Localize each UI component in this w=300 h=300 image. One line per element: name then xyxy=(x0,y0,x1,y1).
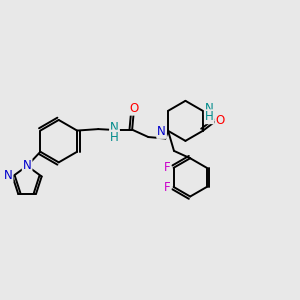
Text: F: F xyxy=(164,161,170,174)
Text: O: O xyxy=(216,114,225,127)
Text: N: N xyxy=(157,125,166,138)
Text: N: N xyxy=(4,169,13,182)
Text: H: H xyxy=(205,110,214,123)
Text: N: N xyxy=(110,121,119,134)
Text: H: H xyxy=(110,130,119,143)
Text: N: N xyxy=(23,159,32,172)
Text: F: F xyxy=(164,181,170,194)
Text: O: O xyxy=(129,102,138,115)
Text: N: N xyxy=(205,102,214,115)
